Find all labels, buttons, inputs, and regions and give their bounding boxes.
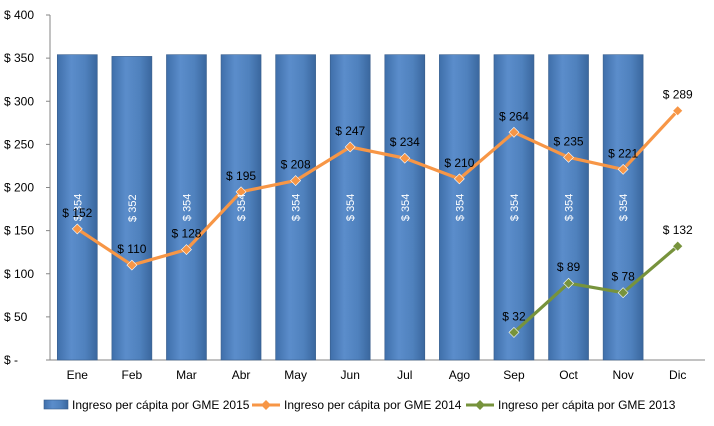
y-tick-label: $ 50: [4, 310, 28, 324]
line-2014-data-label: $ 264: [499, 109, 529, 123]
y-tick-label: $ 150: [4, 224, 34, 238]
bar-data-label: $ 352: [127, 194, 139, 222]
line-2014-data-label: $ 235: [554, 134, 584, 148]
line-2013-marker: [563, 277, 574, 289]
x-tick-label: Jun: [341, 368, 360, 382]
bar: [548, 54, 589, 361]
bar: [602, 54, 644, 361]
bar: [384, 54, 426, 361]
line-2013-data-label: $ 78: [611, 270, 635, 284]
x-tick-label: Dic: [669, 368, 686, 382]
line-2014-marker: [617, 163, 629, 175]
x-tick-label: Ago: [449, 368, 471, 382]
line-2014-marker: [453, 173, 465, 185]
line-2013-marker: [508, 326, 520, 338]
legend-swatch-2015: [43, 399, 69, 410]
bar: [329, 54, 371, 361]
bar-data-label: $ 354: [345, 194, 357, 222]
bar: [56, 54, 98, 361]
y-tick-label: $ 300: [4, 94, 34, 108]
x-tick-label: May: [284, 368, 307, 382]
data-labels: $ 354 $ 352 $ 354 $ 354 $ 354 $ 354 $ 354 $ 354…: [62, 88, 693, 324]
line-2014-data-label: $ 110: [117, 242, 146, 256]
y-tick-label: $ 250: [4, 137, 34, 151]
line-2014-data-label: $ 247: [335, 124, 365, 138]
y-tick-label: $ -: [4, 353, 18, 367]
bar-data-label: $ 354: [291, 194, 303, 222]
line-2014-marker: [344, 141, 356, 153]
x-tick-label: Sep: [503, 368, 525, 382]
x-tick-label: Jul: [397, 368, 412, 382]
bar-data-label: $ 354: [72, 194, 84, 222]
line-2014-data-label: $ 208: [281, 158, 311, 172]
bar: [275, 54, 316, 361]
legend-label-2014: Ingreso per cápita por GME 2014: [284, 398, 462, 412]
line-2014-marker: [181, 244, 192, 256]
line-2013-marker: [672, 240, 684, 252]
line-2014-data-label: $ 128: [171, 227, 201, 241]
bar-data-label: $ 354: [181, 194, 193, 222]
bar-data-label: $ 354: [509, 194, 521, 222]
line-2014-data-label: $ 210: [444, 156, 474, 170]
line-2014-marker: [399, 152, 411, 164]
line-2014-marker: [563, 151, 574, 163]
x-tick-label: Mar: [176, 368, 197, 382]
bar: [493, 54, 535, 361]
line-2014-data-label: $ 152: [62, 206, 92, 220]
bar-data-label: $ 354: [564, 194, 576, 222]
line-2013-data-label: $ 32: [502, 309, 526, 323]
x-tick-label: Ene: [67, 368, 89, 382]
bar-data-label: $ 354: [454, 194, 466, 222]
line-2014-data-label: $ 195: [226, 169, 256, 183]
x-tick-label: Oct: [559, 368, 578, 382]
axes: $ - $ 50 $ 100 $ 150 $ 200 $ 250 $ 300 $ 350 $ 4…: [4, 8, 705, 382]
line-2014-marker: [126, 259, 138, 271]
bar-data-label: $ 354: [618, 194, 630, 222]
line-2014-line: [75, 109, 680, 267]
bar: [166, 54, 207, 361]
bar: [111, 56, 153, 361]
line-2014-data-label: $ 289: [663, 88, 693, 102]
y-tick-label: $ 400: [4, 8, 34, 22]
legend-label-2015: Ingreso per cápita por GME 2015: [72, 398, 250, 412]
line-2014-marker: [672, 105, 684, 117]
line-series: [71, 105, 684, 338]
line-2014-marker: [290, 175, 302, 187]
bar-data-label: $ 354: [400, 194, 412, 222]
line-2014-marker: [71, 223, 83, 235]
x-tick-label: Feb: [122, 368, 143, 382]
bar-data-label: $ 354: [236, 194, 248, 222]
line-2014-marker: [235, 186, 247, 198]
legend-marker-2014: [261, 400, 271, 410]
line-2013-data-label: $ 132: [663, 223, 693, 237]
line-2014-marker: [508, 126, 520, 138]
x-tick-label: Abr: [232, 368, 251, 382]
legend-marker-2013: [475, 400, 485, 410]
line-2013-marker: [617, 287, 629, 299]
line-2013-line: [512, 244, 680, 334]
line-2014-data-label: $ 221: [608, 146, 638, 160]
legend-label-2013: Ingreso per cápita por GME 2013: [498, 398, 676, 412]
y-tick-label: $ 100: [4, 267, 34, 281]
line-2014-data-label: $ 234: [390, 135, 420, 149]
bar-series-2015: [56, 54, 644, 361]
y-tick-label: $ 200: [4, 181, 34, 195]
y-tick-label: $ 350: [4, 51, 34, 65]
legend: Ingreso per cápita por GME 2015 Ingreso p…: [43, 398, 676, 412]
x-tick-label: Nov: [612, 368, 633, 382]
line-2013-data-label: $ 89: [557, 260, 581, 274]
bar: [439, 54, 480, 361]
